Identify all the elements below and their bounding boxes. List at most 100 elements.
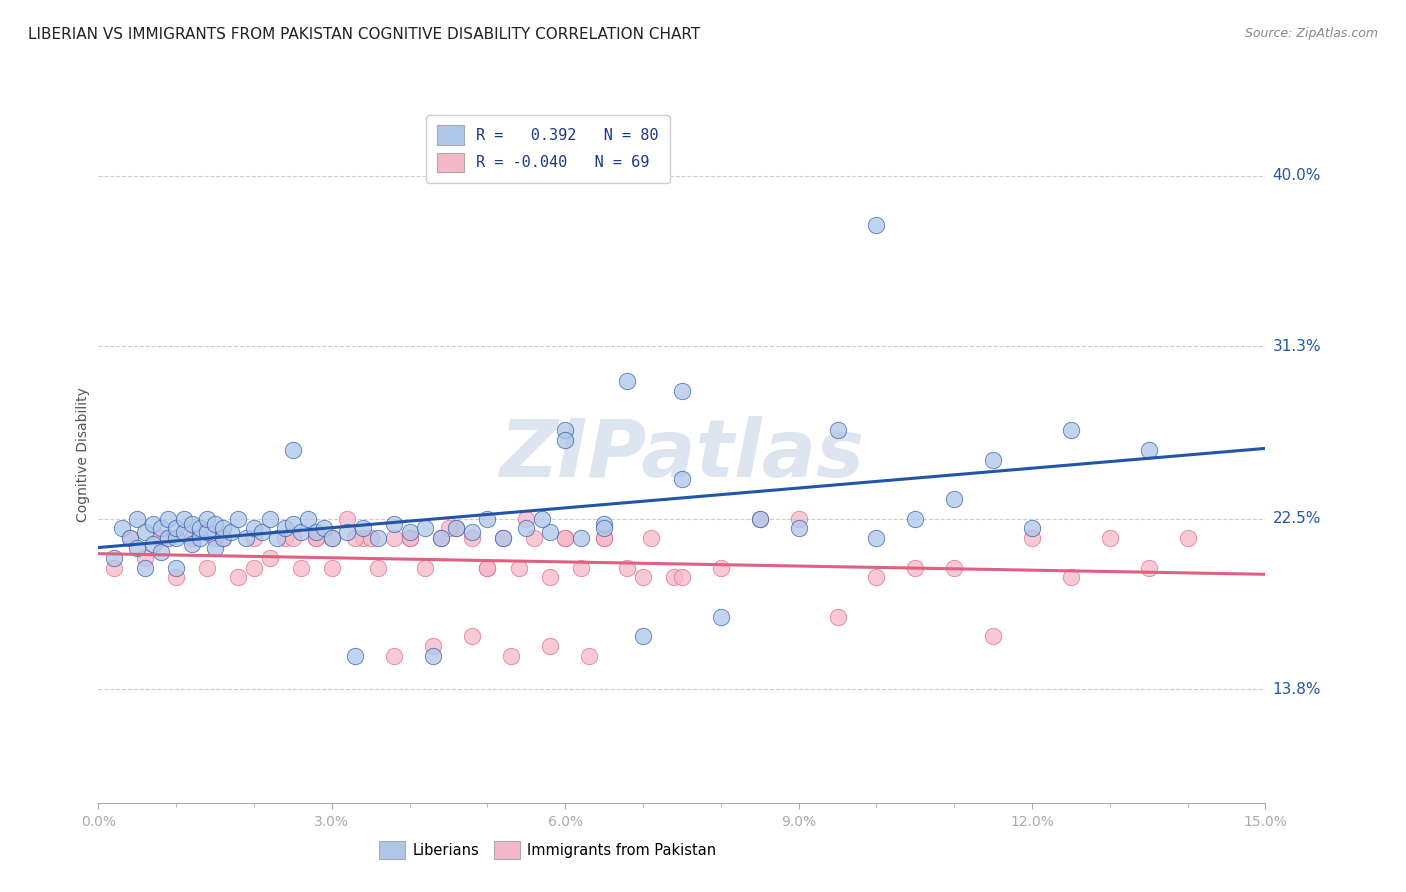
- Point: [865, 218, 887, 232]
- Point: [827, 424, 849, 438]
- Point: [180, 531, 202, 545]
- Point: [195, 560, 218, 574]
- Point: [290, 560, 312, 574]
- Point: [631, 570, 654, 584]
- Point: [165, 521, 187, 535]
- Point: [461, 531, 484, 545]
- Point: [429, 531, 451, 545]
- Point: [1021, 531, 1043, 545]
- Point: [904, 560, 927, 574]
- Point: [554, 531, 576, 545]
- Point: [382, 531, 405, 545]
- Point: [710, 609, 733, 624]
- Text: Source: ZipAtlas.com: Source: ZipAtlas.com: [1244, 27, 1378, 40]
- Point: [344, 648, 367, 663]
- Point: [180, 537, 202, 551]
- Point: [259, 550, 281, 565]
- Point: [157, 531, 180, 545]
- Point: [1137, 443, 1160, 458]
- Point: [593, 531, 616, 545]
- Point: [981, 629, 1004, 643]
- Point: [266, 531, 288, 545]
- Point: [360, 531, 382, 545]
- Point: [477, 511, 499, 525]
- Point: [250, 525, 273, 540]
- Point: [243, 521, 266, 535]
- Point: [787, 511, 810, 525]
- Text: LIBERIAN VS IMMIGRANTS FROM PAKISTAN COGNITIVE DISABILITY CORRELATION CHART: LIBERIAN VS IMMIGRANTS FROM PAKISTAN COG…: [28, 27, 700, 42]
- Point: [446, 521, 468, 535]
- Point: [413, 521, 436, 535]
- Point: [515, 521, 537, 535]
- Point: [149, 521, 172, 535]
- Point: [195, 525, 218, 540]
- Point: [134, 560, 156, 574]
- Point: [305, 531, 328, 545]
- Text: 31.3%: 31.3%: [1272, 339, 1322, 353]
- Point: [281, 531, 304, 545]
- Point: [616, 560, 638, 574]
- Point: [1098, 531, 1121, 545]
- Point: [569, 531, 592, 545]
- Point: [274, 521, 297, 535]
- Point: [671, 384, 693, 399]
- Point: [188, 521, 211, 535]
- Point: [305, 531, 328, 545]
- Point: [312, 521, 335, 535]
- Point: [523, 531, 546, 545]
- Point: [180, 517, 202, 532]
- Point: [593, 531, 616, 545]
- Point: [530, 511, 553, 525]
- Point: [321, 560, 343, 574]
- Point: [1060, 570, 1083, 584]
- Point: [134, 550, 156, 565]
- Point: [446, 521, 468, 535]
- Point: [195, 511, 218, 525]
- Point: [367, 531, 389, 545]
- Point: [103, 560, 125, 574]
- Point: [274, 531, 297, 545]
- Point: [367, 560, 389, 574]
- Point: [554, 531, 576, 545]
- Point: [243, 560, 266, 574]
- Point: [204, 541, 226, 555]
- Text: 22.5%: 22.5%: [1272, 511, 1320, 526]
- Point: [865, 531, 887, 545]
- Point: [305, 525, 328, 540]
- Point: [281, 443, 304, 458]
- Y-axis label: Cognitive Disability: Cognitive Disability: [76, 387, 90, 523]
- Point: [515, 511, 537, 525]
- Point: [134, 525, 156, 540]
- Point: [127, 541, 149, 555]
- Point: [748, 511, 770, 525]
- Point: [382, 517, 405, 532]
- Text: ZIPatlas: ZIPatlas: [499, 416, 865, 494]
- Point: [149, 545, 172, 559]
- Point: [382, 648, 405, 663]
- Point: [149, 531, 172, 545]
- Point: [352, 521, 374, 535]
- Point: [437, 521, 460, 535]
- Point: [554, 424, 576, 438]
- Point: [748, 511, 770, 525]
- Point: [243, 531, 266, 545]
- Point: [538, 639, 561, 653]
- Point: [228, 511, 250, 525]
- Point: [413, 560, 436, 574]
- Point: [336, 525, 359, 540]
- Point: [398, 531, 420, 545]
- Point: [336, 511, 359, 525]
- Point: [554, 434, 576, 448]
- Point: [281, 517, 304, 532]
- Point: [631, 629, 654, 643]
- Point: [981, 452, 1004, 467]
- Point: [943, 560, 966, 574]
- Point: [865, 570, 887, 584]
- Point: [578, 648, 600, 663]
- Point: [422, 639, 444, 653]
- Point: [710, 560, 733, 574]
- Point: [477, 560, 499, 574]
- Point: [352, 531, 374, 545]
- Text: 40.0%: 40.0%: [1272, 168, 1320, 183]
- Legend: Liberians, Immigrants from Pakistan: Liberians, Immigrants from Pakistan: [373, 835, 723, 865]
